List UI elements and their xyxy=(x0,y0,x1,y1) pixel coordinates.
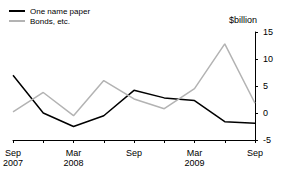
svg-text:2009: 2009 xyxy=(184,158,204,168)
svg-text:Sep: Sep xyxy=(126,148,142,158)
svg-text:10: 10 xyxy=(263,54,273,64)
svg-text:2008: 2008 xyxy=(63,158,83,168)
svg-text:One name paper: One name paper xyxy=(30,7,90,16)
svg-text:-5: -5 xyxy=(263,135,271,145)
svg-text:Mar: Mar xyxy=(187,148,203,158)
svg-text:Mar: Mar xyxy=(66,148,82,158)
svg-text:15: 15 xyxy=(263,27,273,37)
svg-text:5: 5 xyxy=(263,81,268,91)
svg-text:Sep: Sep xyxy=(5,148,21,158)
svg-text:Sep: Sep xyxy=(247,148,263,158)
svg-text:$billion: $billion xyxy=(229,15,257,25)
svg-text:2007: 2007 xyxy=(3,158,23,168)
svg-text:Bonds, etc.: Bonds, etc. xyxy=(30,17,70,26)
svg-text:0: 0 xyxy=(263,108,268,118)
